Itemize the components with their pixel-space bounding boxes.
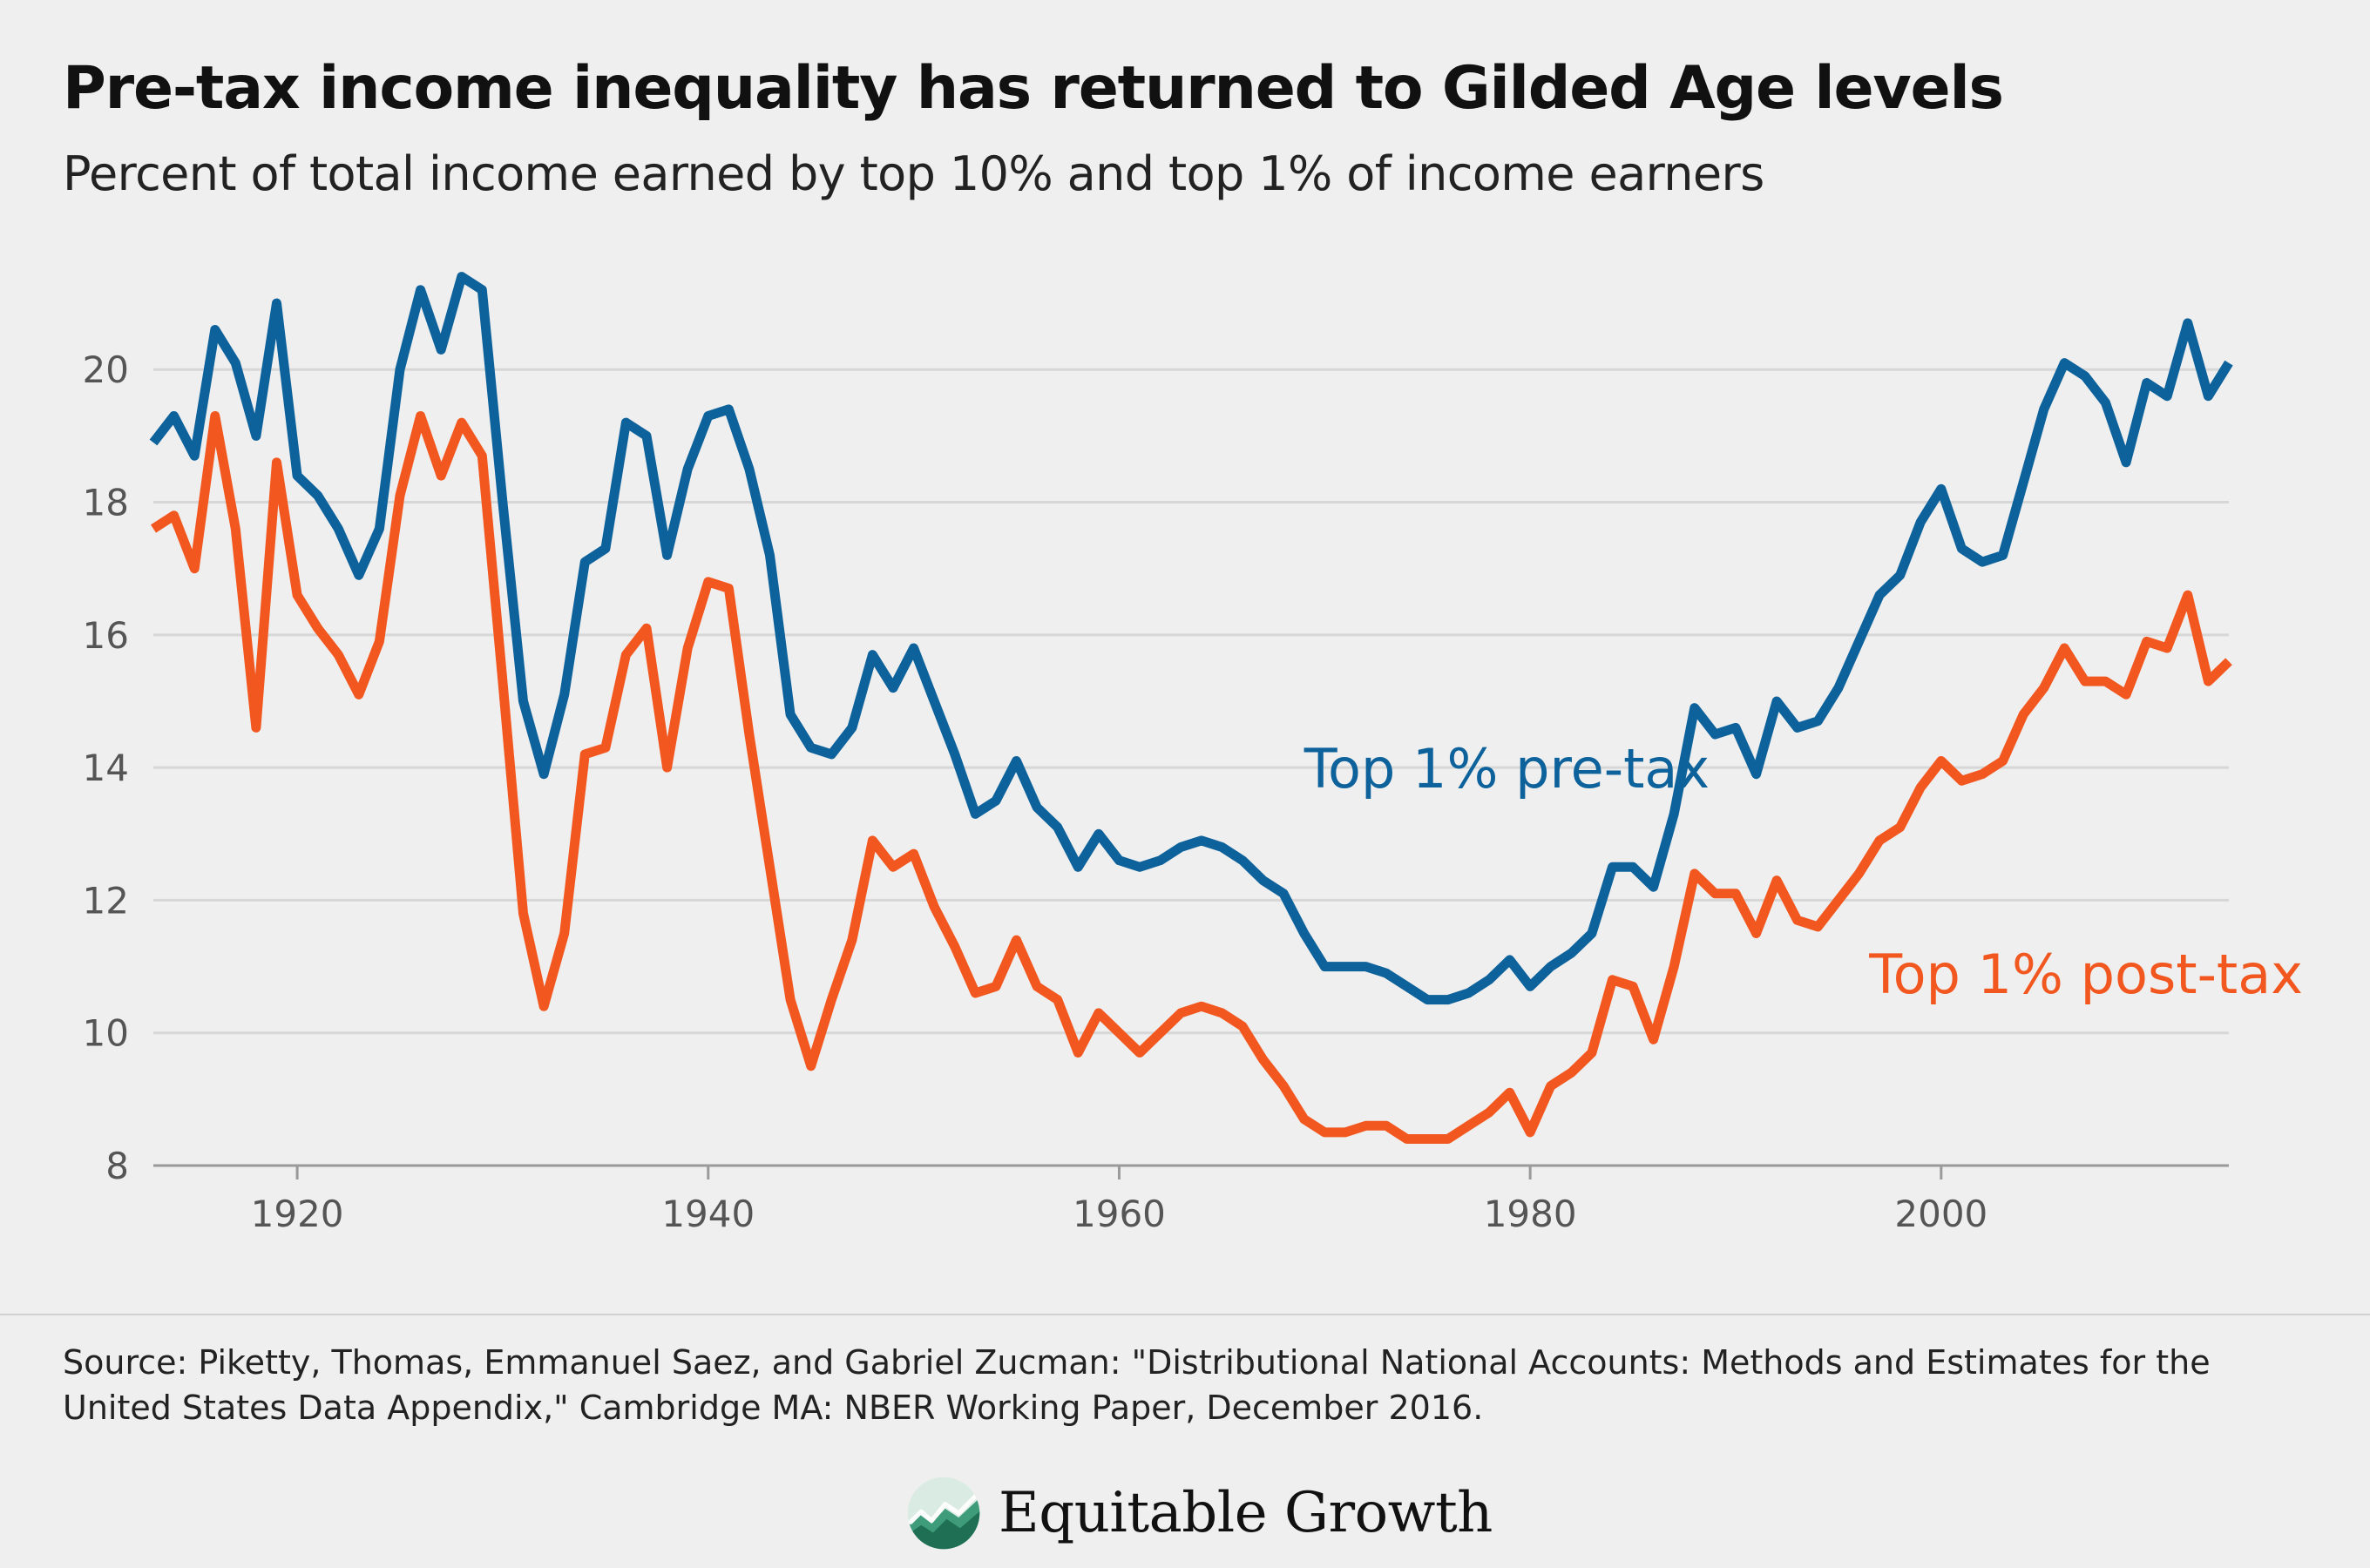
series-line-post-tax [151, 411, 2232, 1144]
source-divider [0, 1314, 2370, 1315]
y-tick-label: 12 [83, 879, 129, 922]
series-label-post-tax: Top 1% post-tax [1868, 943, 2303, 1006]
series-label-pre-tax: Top 1% pre-tax [1304, 737, 1710, 801]
y-tick-label: 20 [83, 348, 129, 391]
chart-subtitle: Percent of total income earned by top 10… [63, 146, 1764, 201]
x-tick-label: 2000 [1894, 1193, 1987, 1235]
x-tick-labels: 1920 1940 1960 1980 2000 [251, 1193, 1988, 1235]
y-tick-label: 14 [83, 747, 129, 789]
brand-name: Equitable Growth [999, 1481, 1493, 1545]
series-labels: Top 1% pre-tax Top 1% post-tax [1304, 737, 2303, 1006]
y-tick-labels: 8 10 12 14 16 18 20 [83, 348, 129, 1187]
series-lines [149, 272, 2233, 1144]
x-tick-label: 1960 [1073, 1193, 1166, 1235]
x-tick-label: 1920 [251, 1193, 344, 1235]
y-tick-label: 10 [83, 1012, 129, 1055]
x-tick-label: 1940 [661, 1193, 755, 1235]
x-tick-label: 1980 [1484, 1193, 1577, 1235]
brand: Equitable Growth [906, 1474, 1493, 1552]
grid-lines [153, 368, 2229, 1035]
y-tick-label: 8 [105, 1145, 129, 1187]
growth-chart-circle-icon [907, 1477, 980, 1550]
y-tick-label: 18 [83, 482, 129, 524]
chart-title: Pre-tax income inequality has returned t… [63, 54, 2004, 123]
axes [153, 1164, 2229, 1179]
source-note: Source: Piketty, Thomas, Emmanuel Saez, … [63, 1343, 2211, 1427]
y-tick-label: 16 [83, 614, 129, 657]
series-line-pre-tax [149, 272, 2233, 1005]
